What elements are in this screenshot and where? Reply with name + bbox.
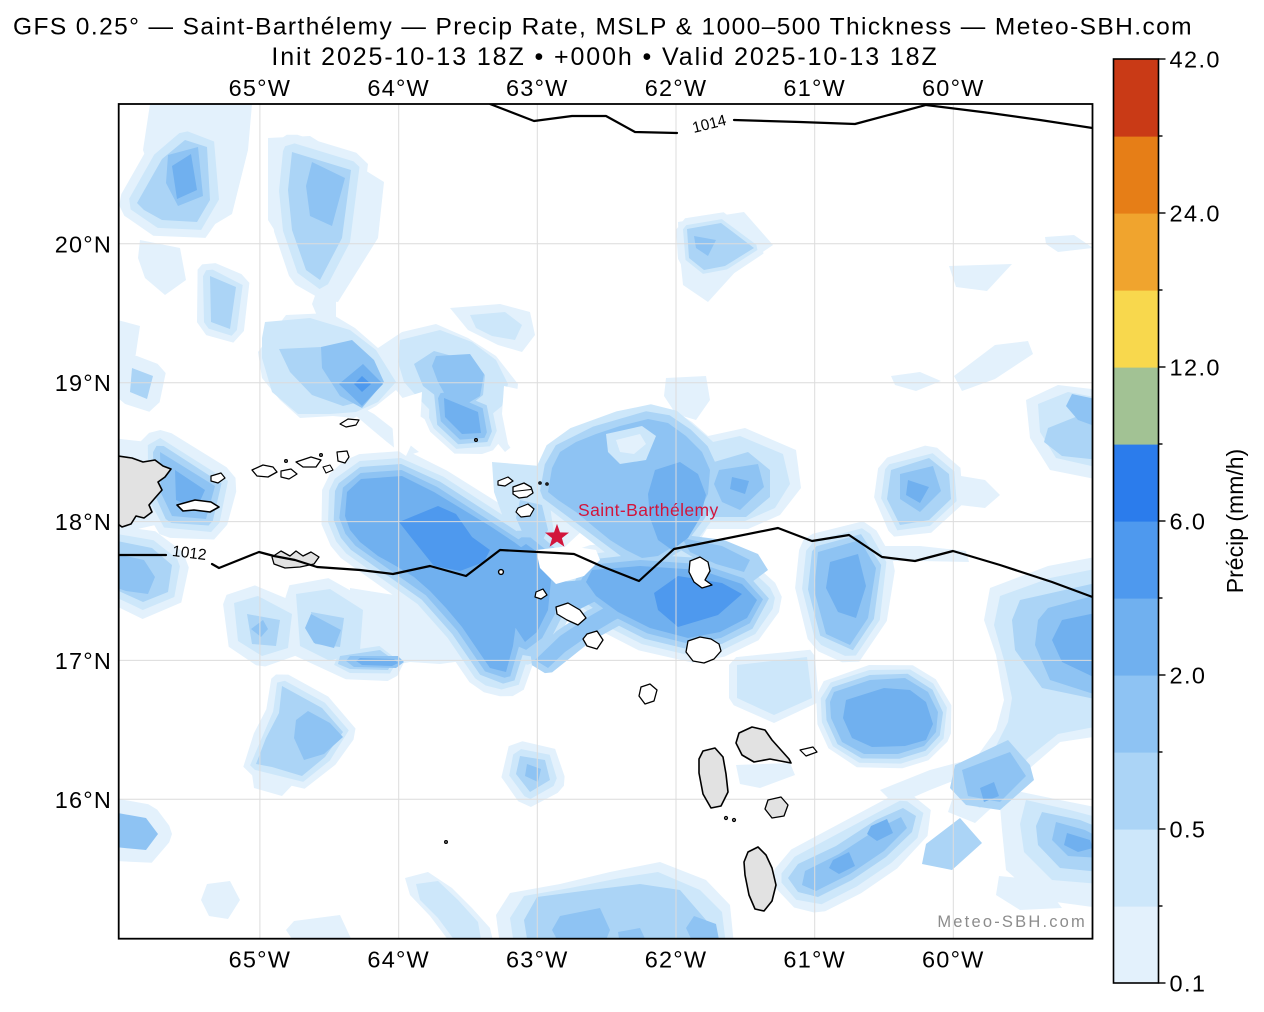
svg-text:42.0: 42.0	[1170, 47, 1221, 73]
svg-text:12.0: 12.0	[1170, 355, 1221, 381]
svg-text:61°W: 61°W	[783, 75, 846, 101]
svg-text:0.1: 0.1	[1170, 971, 1207, 997]
svg-text:Saint-Barthélemy: Saint-Barthélemy	[578, 500, 719, 520]
svg-text:62°W: 62°W	[645, 75, 708, 101]
svg-text:18°N: 18°N	[55, 509, 112, 535]
svg-text:19°N: 19°N	[55, 370, 112, 396]
svg-text:Meteo-SBH.com: Meteo-SBH.com	[937, 913, 1087, 931]
svg-text:65°W: 65°W	[229, 75, 292, 101]
svg-text:24.0: 24.0	[1170, 201, 1221, 227]
svg-text:20°N: 20°N	[55, 231, 112, 257]
svg-text:6.0: 6.0	[1170, 509, 1207, 535]
svg-text:63°W: 63°W	[506, 75, 569, 101]
svg-text:62°W: 62°W	[645, 947, 708, 973]
svg-text:GFS 0.25° — Saint-Barthélemy —: GFS 0.25° — Saint-Barthélemy — Precip Ra…	[13, 14, 1193, 41]
svg-text:65°W: 65°W	[229, 947, 292, 973]
svg-text:61°W: 61°W	[783, 947, 846, 973]
svg-text:Précip (mm/h): Précip (mm/h)	[1222, 449, 1248, 593]
svg-text:64°W: 64°W	[367, 947, 430, 973]
svg-text:0.5: 0.5	[1170, 817, 1207, 843]
svg-text:63°W: 63°W	[506, 947, 569, 973]
svg-text:Init 2025-10-13 18Z • +000h •: Init 2025-10-13 18Z • +000h • Valid 2025…	[271, 43, 938, 71]
svg-text:17°N: 17°N	[55, 648, 112, 674]
svg-text:16°N: 16°N	[55, 787, 112, 813]
svg-text:64°W: 64°W	[367, 75, 430, 101]
svg-text:60°W: 60°W	[922, 75, 985, 101]
svg-text:60°W: 60°W	[922, 947, 985, 973]
svg-text:1012: 1012	[171, 543, 207, 564]
svg-text:2.0: 2.0	[1170, 663, 1207, 689]
